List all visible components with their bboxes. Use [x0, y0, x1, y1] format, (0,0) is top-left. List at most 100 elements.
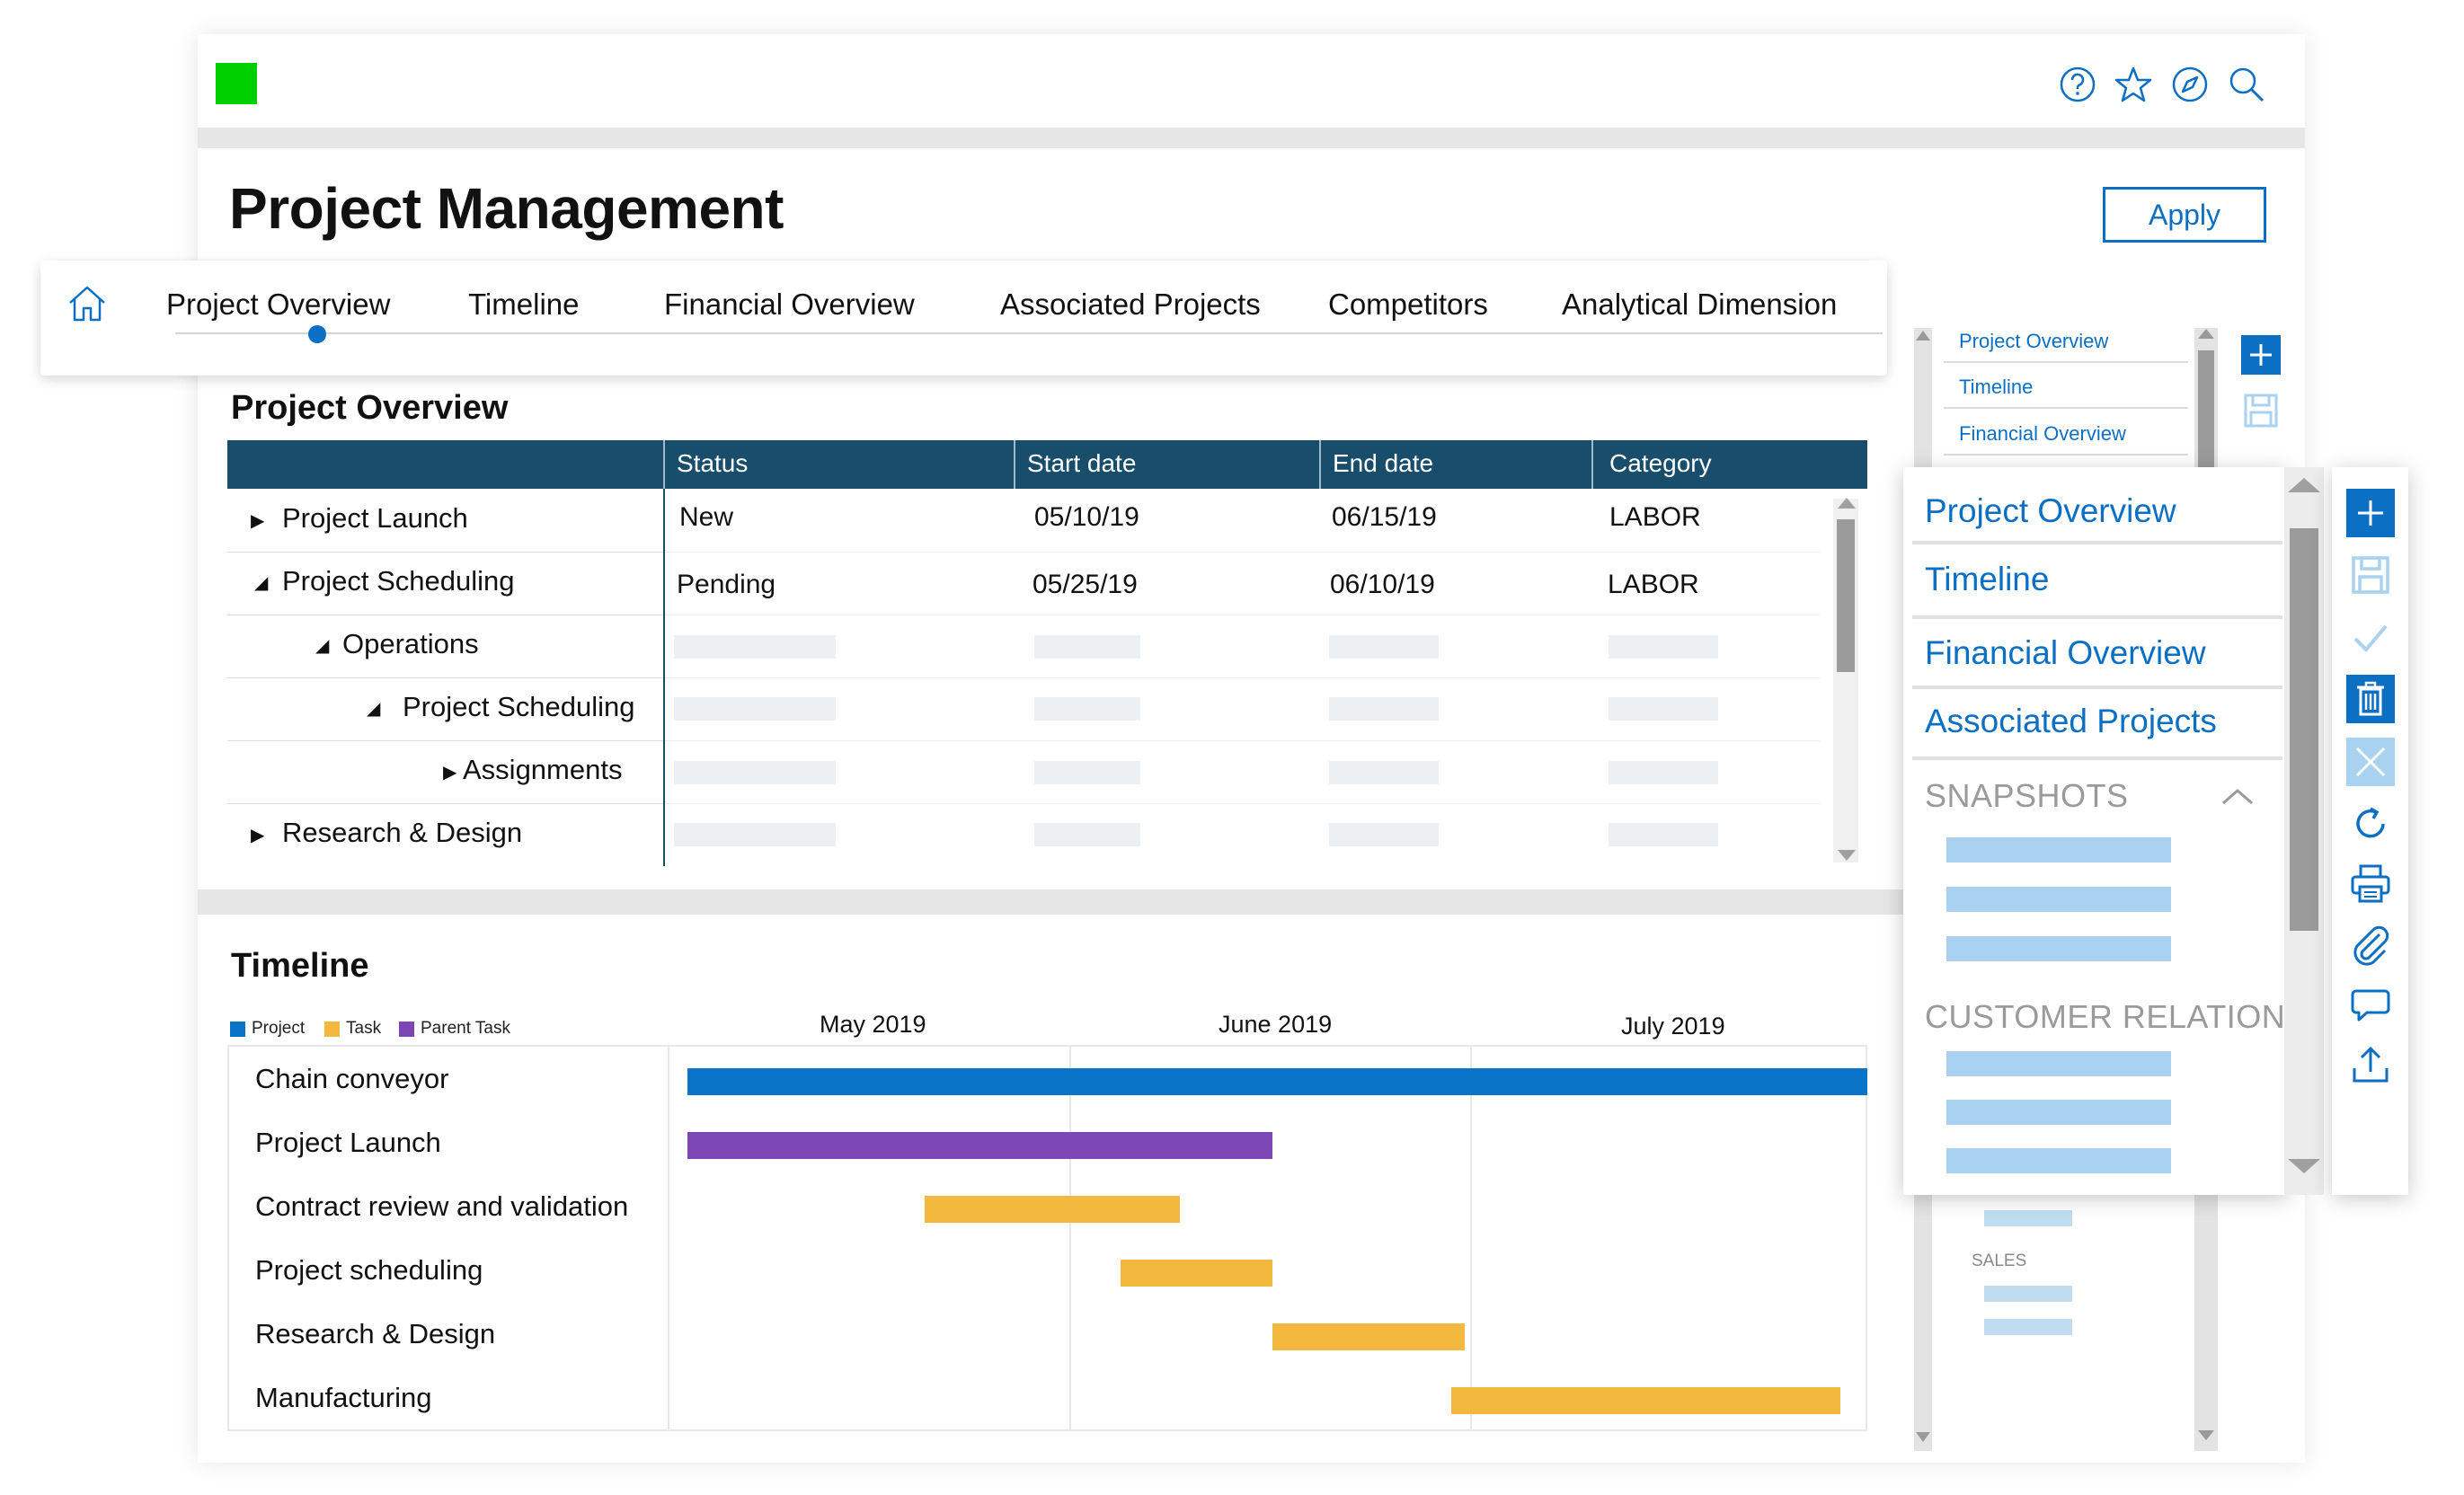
mini-placeholder-bar	[1984, 1319, 2072, 1335]
end-date-cell: 06/10/19	[1330, 570, 1435, 599]
save-icon[interactable]	[2346, 551, 2395, 599]
expand-arrow-icon[interactable]: ▶	[251, 826, 265, 845]
apply-button[interactable]: Apply	[2103, 187, 2266, 243]
table-row[interactable]: ▶ Research & Design	[227, 803, 663, 866]
top-bar	[198, 34, 2305, 128]
mini-nav-timeline[interactable]: Timeline	[1959, 376, 2034, 398]
collapse-arrow-icon[interactable]: ◢	[367, 699, 381, 719]
add-icon[interactable]	[2346, 489, 2395, 537]
collapse-arrow-icon[interactable]: ◢	[254, 573, 269, 593]
tab-project-overview[interactable]: Project Overview	[166, 288, 391, 321]
snapshot-placeholder-bar	[1946, 837, 2171, 862]
side-panel: Project Overview Timeline Financial Over…	[1903, 467, 2324, 1195]
row-label: Project Scheduling	[282, 565, 515, 597]
scroll-up-icon[interactable]	[1838, 498, 1856, 509]
share-icon[interactable]	[2346, 1040, 2395, 1089]
column-header-start-date[interactable]: Start date	[1027, 449, 1137, 477]
tab-competitors[interactable]: Competitors	[1328, 288, 1488, 321]
placeholder-cell	[674, 761, 836, 784]
home-icon[interactable]	[63, 279, 111, 327]
refresh-icon[interactable]	[2346, 800, 2395, 848]
check-icon[interactable]	[2346, 614, 2395, 662]
table-row[interactable]: ▶ Assignments	[227, 740, 663, 804]
scroll-down-icon[interactable]	[1838, 850, 1856, 861]
header-separator	[1014, 440, 1015, 489]
attach-icon[interactable]	[2346, 921, 2395, 969]
row-label: Operations	[342, 628, 479, 659]
column-header-status[interactable]: Status	[677, 449, 749, 477]
star-icon[interactable]	[2114, 65, 2153, 104]
gantt-row-label: Research & Design	[255, 1318, 496, 1349]
placeholder-cell	[1034, 761, 1140, 784]
compass-icon[interactable]	[2170, 65, 2210, 104]
scroll-up-icon[interactable]	[1916, 331, 1930, 341]
panel-separator	[1912, 686, 2282, 689]
panel-scrollbar-thumb[interactable]	[2290, 528, 2318, 931]
save-icon[interactable]	[2241, 391, 2281, 430]
panel-link-financial-overview[interactable]: Financial Overview	[1925, 634, 2206, 671]
row-label: Research & Design	[282, 817, 523, 848]
header-separator	[1319, 440, 1321, 489]
chevron-up-icon[interactable]	[2220, 783, 2256, 810]
mini-section-caption: SALES	[1972, 1252, 2027, 1270]
help-icon[interactable]	[2058, 65, 2097, 104]
tab-timeline[interactable]: Timeline	[468, 288, 580, 321]
active-tab-indicator	[308, 325, 326, 343]
scroll-up-icon[interactable]	[2288, 478, 2320, 492]
mini-nav-separator	[1944, 407, 2188, 409]
scroll-down-icon[interactable]	[2198, 1430, 2214, 1440]
panel-link-project-overview[interactable]: Project Overview	[1925, 492, 2176, 529]
tab-financial-overview[interactable]: Financial Overview	[664, 288, 915, 321]
gantt-bar[interactable]	[687, 1068, 1867, 1095]
action-toolbar	[2332, 467, 2408, 1195]
close-icon[interactable]	[2346, 738, 2395, 786]
panel-link-timeline[interactable]: Timeline	[1925, 561, 2050, 597]
mini-scrollbar-thumb[interactable]	[2198, 350, 2214, 467]
scroll-up-icon[interactable]	[2198, 329, 2214, 339]
gantt-bar[interactable]	[924, 1196, 1180, 1223]
table-row[interactable]: ◢ Operations	[227, 615, 663, 678]
gantt-gridline	[1069, 1045, 1071, 1431]
placeholder-cell	[1034, 697, 1140, 721]
end-date-cell: 06/15/19	[1332, 502, 1437, 532]
mini-nav-project-overview[interactable]: Project Overview	[1959, 330, 2109, 352]
column-header-end-date[interactable]: End date	[1333, 449, 1434, 477]
status-cell: Pending	[677, 570, 776, 599]
add-icon[interactable]	[2241, 335, 2281, 375]
mini-nav-financial-overview[interactable]: Financial Overview	[1959, 422, 2126, 445]
panel-section-customer-relation[interactable]: CUSTOMER RELATION	[1925, 998, 2286, 1035]
gantt-bar[interactable]	[1120, 1260, 1273, 1287]
panel-separator	[1912, 756, 2282, 760]
customer-placeholder-bar	[1946, 1051, 2171, 1076]
search-icon[interactable]	[2227, 65, 2266, 104]
table-row[interactable]: ◢ Project Scheduling	[227, 552, 663, 615]
start-date-cell: 05/10/19	[1034, 502, 1139, 532]
placeholder-cell	[1609, 697, 1718, 721]
row-label: Assignments	[463, 754, 623, 785]
gantt-row-label: Manufacturing	[255, 1382, 432, 1413]
collapse-arrow-icon[interactable]: ◢	[315, 636, 330, 656]
table-row[interactable]: ◢ Project Scheduling	[227, 677, 663, 741]
column-header-category[interactable]: Category	[1609, 449, 1712, 477]
tab-associated-projects[interactable]: Associated Projects	[1000, 288, 1261, 321]
expand-arrow-icon[interactable]: ▶	[443, 763, 457, 783]
status-cell: New	[679, 502, 734, 532]
delete-icon[interactable]	[2346, 675, 2395, 723]
gantt-bar[interactable]	[1272, 1323, 1466, 1350]
expand-arrow-icon[interactable]: ▶	[251, 511, 265, 531]
tab-analytical-dimension[interactable]: Analytical Dimension	[1562, 288, 1838, 321]
comment-icon[interactable]	[2346, 981, 2395, 1030]
month-label: June 2019	[1219, 1011, 1333, 1038]
table-row[interactable]: ▶ Project Launch	[227, 489, 663, 553]
scroll-down-icon[interactable]	[2288, 1159, 2320, 1173]
gantt-bar[interactable]	[687, 1132, 1273, 1159]
table-scrollbar-thumb[interactable]	[1837, 519, 1855, 672]
scroll-down-icon[interactable]	[1916, 1432, 1930, 1442]
panel-link-associated-projects[interactable]: Associated Projects	[1925, 703, 2217, 739]
print-icon[interactable]	[2346, 860, 2395, 908]
gantt-bar[interactable]	[1450, 1387, 1840, 1414]
row-divider	[665, 803, 1820, 804]
mini-nav-separator	[1944, 454, 2188, 456]
placeholder-cell	[674, 823, 836, 846]
panel-section-snapshots[interactable]: SNAPSHOTS	[1925, 777, 2129, 814]
